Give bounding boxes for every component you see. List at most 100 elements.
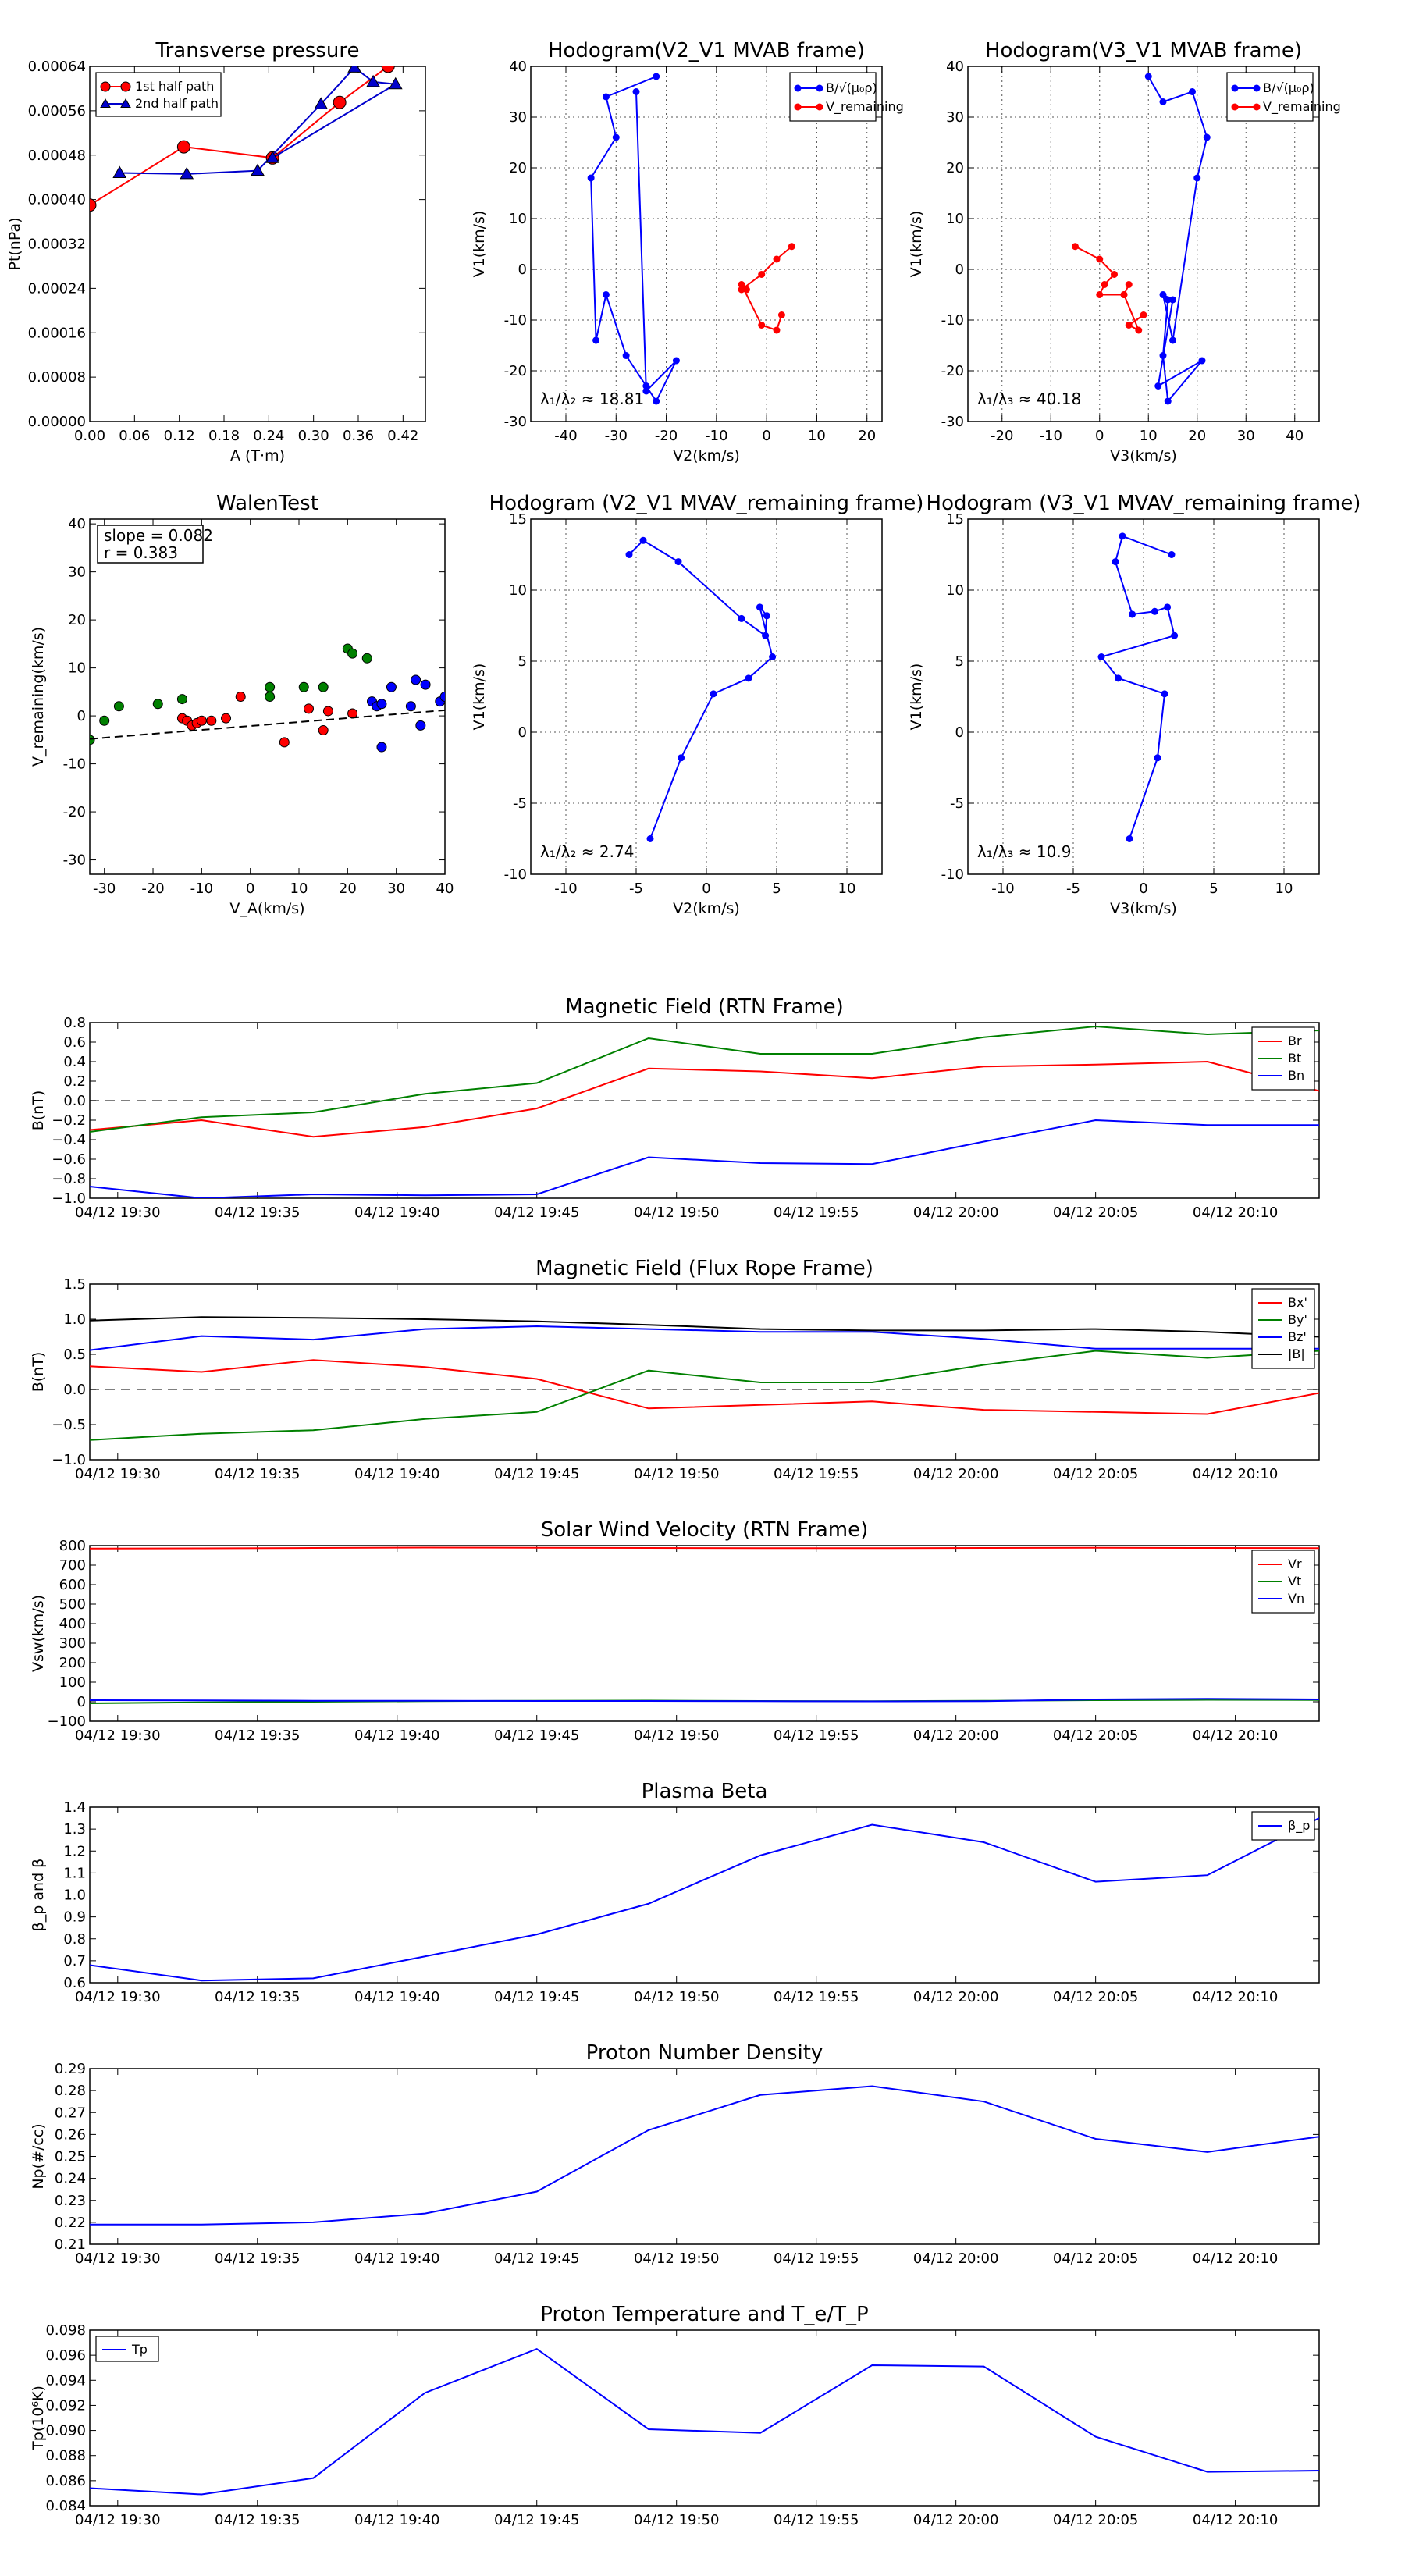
tp-legend-label-0: 1st half path <box>135 79 214 94</box>
walen-point-2 <box>411 674 422 685</box>
h1-point-1 <box>758 271 766 278</box>
mag_fr-ytick-label: −1.0 <box>52 1452 86 1468</box>
h2-point-0 <box>1193 174 1201 182</box>
h1-annotation: λ₁/λ₂ ≈ 18.81 <box>540 390 644 408</box>
h2-ytick-label: 10 <box>946 211 964 227</box>
h1-point-0 <box>612 133 620 141</box>
mag_fr-plot-area <box>90 1316 1319 1441</box>
h3-ytick-label: 10 <box>509 582 527 599</box>
tp-legend-box <box>95 72 222 117</box>
h2-point-1 <box>1072 243 1079 251</box>
h3-ylabel: V1(km/s) <box>471 664 488 731</box>
tp2-xtick-label: 04/12 19:45 <box>494 2512 579 2528</box>
np-xtick-label: 04/12 20:00 <box>913 2250 998 2267</box>
h2-plot-area <box>1072 73 1211 405</box>
h1-title: Hodogram(V2_V1 MVAB frame) <box>548 39 865 62</box>
mag_rtn-title: Magnetic Field (RTN Frame) <box>565 995 844 1019</box>
h1-legend-box <box>789 72 877 122</box>
walen-point-0 <box>361 653 372 664</box>
mag_fr-xtick-label: 04/12 19:55 <box>774 1466 859 1482</box>
np-ytick-label: 0.23 <box>55 2193 86 2209</box>
vsw-legend-label-1: Vt <box>1288 1574 1301 1589</box>
vsw-xtick-label: 04/12 20:10 <box>1193 1727 1278 1744</box>
h3-title: Hodogram (V2_V1 MVAV_remaining frame) <box>489 492 924 515</box>
h2-legend-label-1: V_remaining <box>1263 99 1341 115</box>
tp-ytick-label: 0.00000 <box>28 414 86 430</box>
h3-annotation: λ₁/λ₂ ≈ 2.74 <box>540 842 634 861</box>
vsw-xtick-label: 04/12 20:00 <box>913 1727 998 1744</box>
tp-point-1 <box>388 76 403 90</box>
vsw-ytick-label: 0 <box>77 1694 86 1710</box>
walen-ytick-label: 0 <box>77 708 86 724</box>
h2-point-1 <box>1111 271 1118 278</box>
mag_fr-ytick-label: 0.5 <box>63 1347 86 1363</box>
vsw-plot-area <box>90 1546 1319 1704</box>
h1-legend-marker-1 <box>794 103 802 111</box>
mag_fr-legend-label-3: |B| <box>1288 1347 1305 1361</box>
h2-point-0 <box>1154 382 1162 390</box>
np-axes-frame <box>89 2068 1320 2245</box>
mag_fr-legend-label-0: Bx' <box>1288 1295 1307 1310</box>
vsw-ytick-label: 500 <box>59 1596 86 1613</box>
h4-ytick-label: 5 <box>955 653 964 670</box>
tp2-legend-label-0: Tp <box>131 2342 148 2357</box>
h4-ytick-label: -10 <box>941 866 964 883</box>
h3-point-0 <box>769 653 777 661</box>
beta-legend-label-0: β_p <box>1288 1818 1310 1834</box>
walen-xtick-label: -20 <box>141 881 164 897</box>
mag_rtn-legend-label-0: Br <box>1288 1034 1302 1048</box>
walen-ytick-label: 20 <box>68 612 86 628</box>
walen-chart: WalenTest -30 -20 -10 0 10 20 30 40 -30 -20 -10 0 10 2… <box>30 492 454 917</box>
walen-ytick-label: -10 <box>63 756 86 773</box>
mag_fr-xtick-label: 04/12 20:00 <box>913 1466 998 1482</box>
np-xtick-label: 04/12 20:10 <box>1193 2250 1278 2267</box>
h2-annotation: λ₁/λ₃ ≈ 40.18 <box>977 390 1081 408</box>
vsw-legend-label-2: Vn <box>1288 1591 1304 1606</box>
mag_rtn-chart: Magnetic Field (RTN Frame) −1.0 −0.8 −0.6 −0… <box>30 995 1320 1221</box>
beta-xtick-label: 04/12 20:10 <box>1193 1989 1278 2005</box>
walen-xtick-label: 10 <box>290 881 308 897</box>
np-chart: Proton Number Density 0.21 0.22 0.23 0.24 0.2… <box>30 2041 1320 2267</box>
mag_fr-series-line-2 <box>90 1325 1319 1351</box>
tp2-series-line-0 <box>90 2347 1319 2496</box>
beta-ytick-label: 1.0 <box>63 1888 86 1904</box>
tp2-axes-frame <box>89 2329 1320 2507</box>
mag_rtn-xtick-label: 04/12 20:00 <box>913 1204 998 1221</box>
mag_fr-series-line-3 <box>90 1316 1319 1338</box>
h1-point-1 <box>788 243 795 251</box>
np-xtick-label: 04/12 20:05 <box>1053 2250 1138 2267</box>
walen-fit-line <box>90 709 445 740</box>
h4-point-0 <box>1164 603 1172 611</box>
mag_rtn-xtick-label: 04/12 20:05 <box>1053 1204 1138 1221</box>
h1-point-1 <box>773 326 781 334</box>
h4-chart: Hodogram (V3_V1 MVAV_remaining frame) -10… <box>908 492 1361 917</box>
h2-point-0 <box>1203 133 1211 141</box>
h1-point-0 <box>622 352 630 359</box>
h1-legend-label-0: B/√(μ₀ρ) <box>826 80 877 95</box>
walen-xtick-label: -30 <box>93 881 116 897</box>
beta-ytick-label: 1.4 <box>63 1799 86 1816</box>
np-xtick-label: 04/12 19:55 <box>774 2250 859 2267</box>
h3-axes-frame <box>530 518 883 875</box>
beta-xtick-label: 04/12 19:45 <box>494 1989 579 2005</box>
walen-ylabel: V_remaining(km/s) <box>30 627 47 767</box>
h3-xtick-label: 10 <box>838 881 856 897</box>
h2-xtick-label: -20 <box>991 428 1013 444</box>
beta-title: Plasma Beta <box>642 1780 768 1803</box>
h4-ytick-label: 10 <box>946 582 964 599</box>
walen-r-text: r = 0.383 <box>104 543 178 562</box>
h1-point-0 <box>632 88 640 95</box>
mag_rtn-plot-area <box>90 1025 1319 1198</box>
h1-xtick-label: 0 <box>762 428 770 444</box>
h1-ytick-label: 10 <box>509 211 527 227</box>
tp-xtick-label: 0.24 <box>253 428 284 444</box>
h1-ylabel: V1(km/s) <box>471 211 488 278</box>
h2-legend-marker-1 <box>1231 103 1239 111</box>
h4-xtick-label: 0 <box>1139 881 1147 897</box>
walen-stats-box <box>97 525 204 564</box>
mag_rtn-legend-label-2: Bn <box>1288 1068 1304 1083</box>
walen-plot-area <box>90 643 445 753</box>
beta-xtick-label: 04/12 19:40 <box>354 1989 439 2005</box>
vsw-series-line-2 <box>90 1698 1319 1703</box>
h4-point-0 <box>1151 607 1158 615</box>
